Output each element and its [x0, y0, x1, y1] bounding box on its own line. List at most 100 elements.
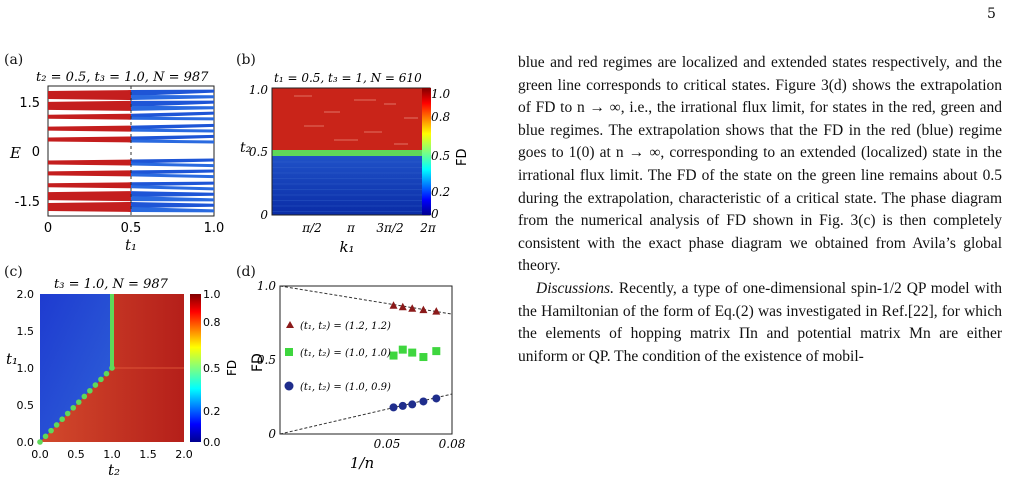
- panel-b-xtick-4: 2π: [419, 221, 437, 235]
- panel-b-xtick-2: π: [346, 221, 356, 235]
- paragraph-2-body: Recently, a type of one-dimensional spin…: [518, 279, 1002, 365]
- band-blue: [131, 89, 214, 97]
- panel-d-letter: (d): [236, 264, 256, 280]
- diagonal-dot: [92, 382, 99, 388]
- band-blue: [131, 185, 214, 191]
- band-blue: [131, 123, 214, 130]
- series-2-point-1: [389, 351, 398, 360]
- series-3-point-5: [432, 394, 441, 403]
- panel-c-title: t₃ = 1.0, N = 987: [54, 277, 169, 292]
- panel-b-cbar-tick-3: 0.5: [431, 149, 450, 163]
- panel-c-xtick-1: 0.0: [31, 448, 49, 461]
- panel-a: (a) t₂ = 0.5, t₃ = 1.0, N = 987 1.5 0 -1…: [0, 0, 240, 254]
- panel-d-plot: 1.0 0.5 0 FD 0.05 0.08 1/n (t₁, t₂) = (1…: [250, 279, 466, 472]
- diagonal-dot: [48, 427, 54, 434]
- band-blue: [131, 105, 214, 111]
- panel-c-ytick-2: 1.5: [17, 325, 35, 338]
- panel-c-xtick-4: 1.5: [139, 448, 157, 461]
- panel-d: (d) 1.0 0.5 0 FD 0.05 0.08 1/n (t₁, t₂) …: [234, 262, 470, 477]
- band-blue: [131, 128, 214, 133]
- band-red: [48, 201, 131, 212]
- band-blue: [131, 206, 214, 213]
- panel-d-legend-label-3: (t₁, t₂) = (1.0, 0.9): [300, 382, 391, 393]
- panel-c-cbar-tick-3: 0.5: [203, 362, 221, 375]
- band-blue: [131, 191, 214, 198]
- panel-d-ytick-1: 1.0: [257, 279, 276, 293]
- diagonal-dot: [53, 422, 60, 428]
- panel-b-ytick-2: 0.5: [249, 145, 268, 159]
- panel-a-plot: t₂ = 0.5, t₃ = 1.0, N = 987 1.5 0 -1.5 E…: [9, 70, 225, 236]
- series-1-point-4: [419, 305, 428, 314]
- panel-c-xtick-3: 1.0: [103, 448, 121, 461]
- panel-c-ytick-1: 2.0: [17, 288, 35, 301]
- panel-a-ytick-1: 1.5: [19, 96, 40, 111]
- band-blue: [131, 100, 214, 107]
- band-red: [48, 191, 131, 202]
- panel-c-plot: t₃ = 1.0, N = 987 2.0 1.5 1.0 0.5 0.0 t₁…: [6, 277, 239, 477]
- panel-b-plot: t₁ = 0.5, t₃ = 1, N = 610 1.0 0.5 0 t₂ π…: [240, 71, 470, 256]
- series-3-point-2: [398, 401, 407, 410]
- panel-d-marks: [279, 285, 453, 435]
- panel-b-cbar-tick-4: 0.2: [431, 185, 450, 199]
- band-red: [48, 182, 131, 189]
- diagonal-dot: [42, 433, 49, 440]
- panel-a-ytick-3: -1.5: [15, 195, 40, 210]
- page-number: 5: [987, 6, 996, 22]
- band-red: [48, 100, 131, 111]
- series-3-point-1: [389, 403, 398, 412]
- panel-a-xtick-3: 1.0: [204, 221, 225, 236]
- band-blue: [131, 169, 214, 175]
- panel-c-cbar-tick-5: 0.0: [203, 436, 221, 449]
- panel-c-cbar-tick-2: 0.8: [203, 316, 221, 329]
- panel-d-legend-label-1: (t₁, t₂) = (1.2, 1.2): [300, 321, 391, 332]
- paragraph-1: blue and red regimes are localized and e…: [518, 54, 1002, 275]
- panel-d-ytick-3: 0: [268, 427, 276, 441]
- diagonal-dot: [103, 370, 110, 377]
- panel-a-xtick-1: 0: [44, 221, 52, 236]
- band-red: [48, 90, 131, 101]
- panel-d-legend-label-2: (t₁, t₂) = (1.0, 1.0): [300, 348, 391, 359]
- panel-c-ytick-3: 1.0: [17, 362, 35, 375]
- panel-c-colorbar: [190, 294, 201, 442]
- diagonal-dot: [37, 439, 43, 445]
- series-1-point-3: [408, 304, 417, 312]
- figure: (a) t₂ = 0.5, t₃ = 1.0, N = 987 1.5 0 -1…: [0, 0, 470, 477]
- series-3-point-3: [408, 400, 417, 409]
- panel-b-ylabel: t₂: [240, 140, 252, 156]
- series-1-point-1: [389, 301, 398, 309]
- band-blue: [131, 173, 214, 179]
- panel-b-ytick-3: 0: [260, 208, 268, 222]
- panel-b-blue-region: [272, 156, 430, 215]
- band-blue: [131, 162, 214, 168]
- series-2-point-2: [398, 345, 407, 354]
- series-2-point-4: [419, 353, 428, 362]
- panel-b-red-region: [272, 88, 430, 150]
- panel-d-legend-marker-3: [284, 381, 294, 391]
- panel-b-xlabel: k₁: [339, 238, 354, 256]
- panel-c-ytick-5: 0.0: [17, 436, 35, 449]
- panel-c-xlabel: t₂: [108, 461, 120, 477]
- panel-b-streaks: [294, 95, 418, 145]
- panel-c: (c): [0, 262, 240, 477]
- panel-d-legend-marker-1: [286, 321, 294, 328]
- panel-b: (b) t₁ = 0.5, t₃ = 1, N = 610: [234, 0, 470, 270]
- band-blue: [131, 181, 214, 187]
- paragraph-2-lead: Discussions.: [536, 279, 614, 297]
- band-blue: [131, 95, 214, 101]
- body-text: blue and red regimes are localized and e…: [518, 52, 1002, 368]
- band-blue: [131, 134, 214, 141]
- diagonal-dot: [98, 376, 104, 383]
- panel-a-xlabel: t₁: [125, 236, 138, 254]
- panel-c-cbar-label: FD: [225, 360, 239, 376]
- band-blue: [131, 196, 214, 202]
- panel-b-cbar-label: FD: [455, 149, 470, 167]
- band-blue: [131, 111, 214, 118]
- diagonal-dot: [87, 387, 93, 394]
- band-blue: [131, 158, 214, 164]
- panel-a-xtick-2: 0.5: [121, 221, 142, 236]
- panel-c-cbar-tick-4: 0.2: [203, 405, 221, 418]
- band-blue: [131, 139, 214, 144]
- band-red: [48, 159, 131, 166]
- series-1-point-5: [432, 307, 441, 315]
- panel-a-ytick-2: 0: [32, 145, 40, 160]
